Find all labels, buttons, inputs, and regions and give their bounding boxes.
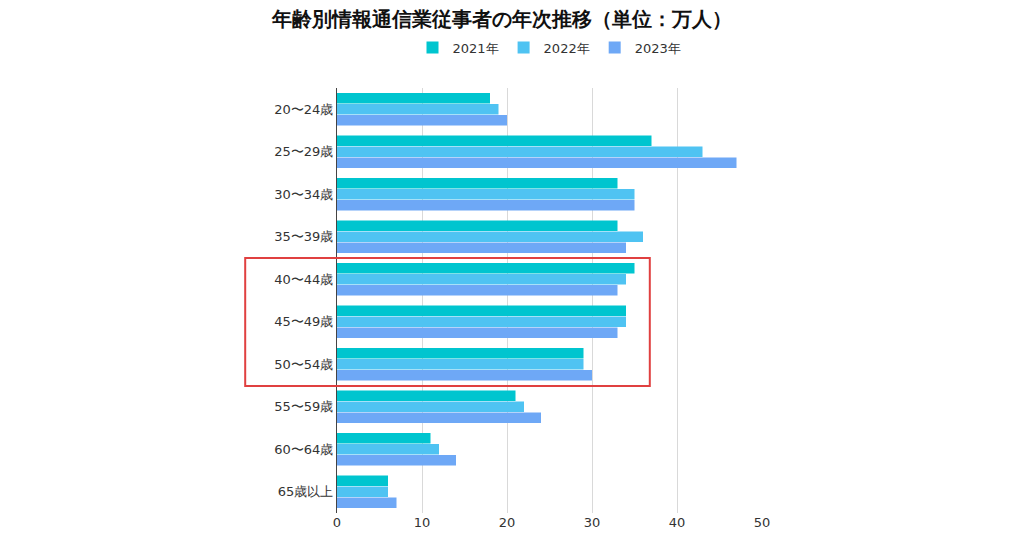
svg-text:50〜54歳: 50〜54歳 <box>274 357 333 372</box>
svg-text:10: 10 <box>414 515 431 530</box>
svg-text:30: 30 <box>584 515 601 530</box>
svg-text:65歳以上: 65歳以上 <box>278 484 334 499</box>
svg-text:35〜39歳: 35〜39歳 <box>274 229 333 244</box>
svg-text:60〜64歳: 60〜64歳 <box>274 442 333 457</box>
svg-text:20: 20 <box>499 515 516 530</box>
svg-text:0: 0 <box>333 515 341 530</box>
svg-text:2021年: 2021年 <box>453 41 499 56</box>
svg-text:45〜49歳: 45〜49歳 <box>274 314 333 329</box>
svg-text:50: 50 <box>754 515 771 530</box>
svg-text:2022年: 2022年 <box>544 41 590 56</box>
svg-text:2023年: 2023年 <box>635 41 681 56</box>
svg-text:25〜29歳: 25〜29歳 <box>274 144 333 159</box>
svg-text:40: 40 <box>669 515 686 530</box>
svg-text:年齢別情報通信業従事者の年次推移（単位：万人）: 年齢別情報通信業従事者の年次推移（単位：万人） <box>271 7 732 31</box>
svg-text:55〜59歳: 55〜59歳 <box>274 399 333 414</box>
svg-text:40〜44歳: 40〜44歳 <box>274 272 333 287</box>
svg-text:20〜24歳: 20〜24歳 <box>274 102 333 117</box>
svg-text:30〜34歳: 30〜34歳 <box>274 187 333 202</box>
